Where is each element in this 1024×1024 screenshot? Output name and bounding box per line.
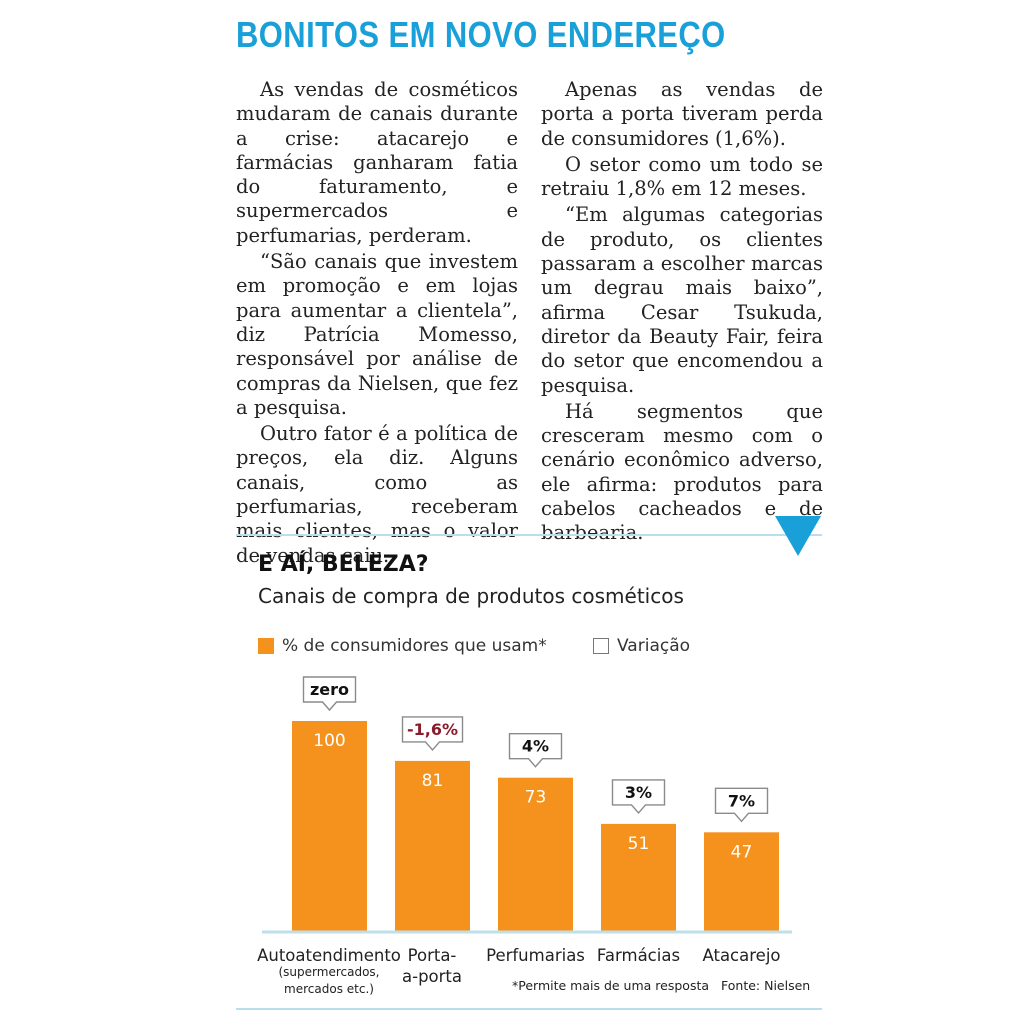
x-tick-label: Autoatendimento <box>257 946 401 965</box>
chart-title: E AÍ, BELEZA? <box>258 552 429 577</box>
article-paragraph: Há segmentos que cresceram mesmo com o c… <box>541 399 823 545</box>
variation-label: 4% <box>522 737 549 756</box>
legend-label: Variação <box>617 636 691 656</box>
bar <box>601 823 676 931</box>
x-tick-label: Farmácias <box>597 946 680 965</box>
variation-label: -1,6% <box>407 720 458 739</box>
x-tick-label: Atacarejo <box>702 946 780 965</box>
legend-item-variation: Variação <box>593 636 690 656</box>
headline: BONITOS EM NOVO ENDEREÇO <box>236 14 726 55</box>
bar-value-label: 51 <box>628 834 650 854</box>
variation-label: 3% <box>625 783 652 802</box>
bar-value-label: 100 <box>313 731 345 751</box>
section-divider-top <box>236 534 822 536</box>
legend-item-consumers: % de consumidores que usam* <box>258 636 547 656</box>
x-tick-label-line2: (supermercados, <box>279 965 380 979</box>
legend-swatch-outline <box>593 638 609 654</box>
legend-swatch-orange <box>258 638 274 654</box>
x-tick-label-line2: a-porta <box>402 967 462 986</box>
bar <box>498 777 573 931</box>
chart-footnote: *Permite mais de uma resposta Fonte: Nie… <box>512 978 810 993</box>
variation-label: zero <box>310 680 349 699</box>
triangle-marker-icon <box>775 516 821 556</box>
bar-value-label: 73 <box>525 788 547 808</box>
article-paragraph: Outro fator é a política de preços, ela … <box>236 422 518 567</box>
article-paragraph: Apenas as vendas de porta a porta tivera… <box>541 78 823 150</box>
x-tick-label: Porta- <box>408 946 457 965</box>
variation-callout <box>302 676 357 712</box>
article-paragraph: “Em algumas categorias de produto, os cl… <box>541 203 823 397</box>
x-tick-label: Perfumarias <box>486 946 585 965</box>
variation-label: 7% <box>728 791 755 810</box>
article-column-right: Apenas as vendas de porta a porta tivera… <box>541 78 823 548</box>
article-paragraph: As vendas de cosméticos mudaram de canai… <box>236 78 518 247</box>
bar-value-label: 81 <box>422 771 444 791</box>
variation-callout <box>611 779 666 814</box>
source-text: Fonte: Nielsen <box>721 978 811 993</box>
article-column-left: As vendas de cosméticos mudaram de canai… <box>236 78 518 570</box>
bar-value-label: 47 <box>731 842 753 862</box>
variation-callout <box>401 716 464 751</box>
legend-label: % de consumidores que usam* <box>282 636 547 656</box>
footnote-text: *Permite mais de uma resposta <box>512 978 710 993</box>
article-paragraph: O setor como um todo se retraiu 1,8% em … <box>541 152 823 201</box>
chart-subtitle: Canais de compra de produtos cosméticos <box>258 584 684 608</box>
bar <box>704 832 779 931</box>
section-divider-bottom <box>236 1008 822 1010</box>
variation-callout <box>508 733 563 768</box>
bar <box>292 721 367 931</box>
variation-callout <box>714 787 769 823</box>
bar <box>395 760 470 931</box>
article-paragraph: “São canais que investem em promoção e e… <box>236 250 518 419</box>
x-tick-label-line3: mercados etc.) <box>284 982 374 996</box>
